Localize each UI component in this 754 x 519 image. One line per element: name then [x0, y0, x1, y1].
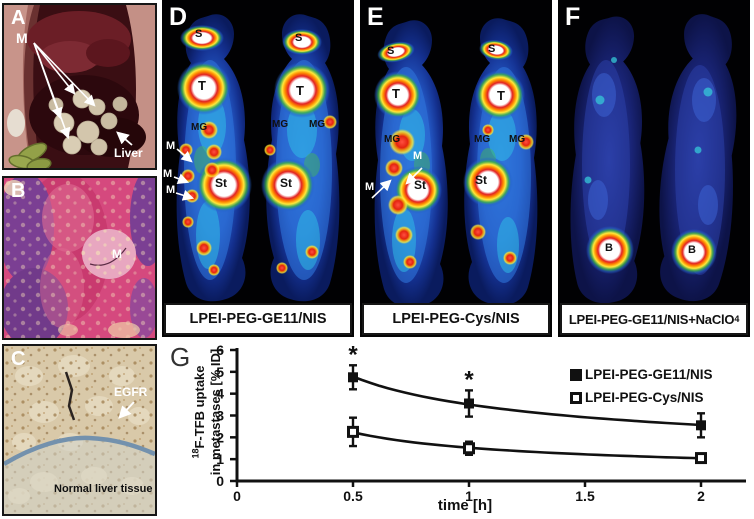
- panel-label-A: A: [11, 7, 26, 29]
- panel-label-C: C: [11, 348, 26, 370]
- metastases-arrows-D: [173, 148, 195, 201]
- svg-text:1: 1: [216, 451, 224, 467]
- panel-C-ihc: C EGFR Normal liver tissue: [2, 344, 157, 516]
- organ-label: MG: [309, 119, 326, 130]
- organ-label: S: [488, 43, 496, 55]
- legend-row-cys: LPEI-PEG-Cys/NIS: [570, 390, 713, 405]
- organ-label: St: [215, 176, 227, 190]
- organ-label: Liver: [114, 146, 143, 160]
- caption-D: LPEI-PEG-GE11/NIS: [164, 303, 352, 335]
- organ-label: MG: [272, 119, 289, 130]
- legend-label-cys: LPEI-PEG-Cys/NIS: [585, 390, 704, 405]
- organ-label: S: [387, 45, 395, 57]
- organ-label: S: [295, 32, 303, 44]
- organ-label: MG: [191, 122, 208, 133]
- organ-label: M: [166, 184, 176, 196]
- necropsy-photo-illustration: [4, 5, 155, 168]
- svg-text:4: 4: [216, 386, 224, 402]
- panel-E-pet-scan: E S S T T MG MG MG M M St St LPEI-PEG-Cys/NIS: [360, 0, 552, 337]
- caption-F: LPEI-PEG-GE11/NIS+NaClO 4: [560, 303, 748, 335]
- organ-label: M: [413, 150, 423, 162]
- chart-plot-area: 0 0.5 1 1.5 2 0 1 2 3 4 5 6 * *: [216, 341, 746, 504]
- organ-label: B: [605, 242, 613, 254]
- organ-label: M: [163, 168, 173, 180]
- panel-label-G: G: [170, 342, 191, 372]
- organ-label: St: [414, 178, 426, 192]
- legend-label-ge11: LPEI-PEG-GE11/NIS: [585, 367, 713, 382]
- pet-scan-illustration-F: [558, 0, 750, 305]
- svg-text:2: 2: [216, 429, 224, 445]
- organ-label: MG: [474, 134, 491, 145]
- organ-label: MG: [384, 134, 401, 145]
- panel-C-annotations: EGFR Normal liver tissue: [4, 346, 155, 514]
- panel-B-histology: B M: [2, 176, 157, 340]
- egfr-ihc-illustration: [4, 346, 155, 514]
- egfr-arrow: [118, 401, 135, 419]
- legend-row-ge11: LPEI-PEG-GE11/NIS: [570, 367, 713, 382]
- pet-scan-illustration-E: [360, 0, 552, 305]
- chart-legend: LPEI-PEG-GE11/NIS LPEI-PEG-Cys/NIS: [570, 367, 713, 405]
- organ-label: Normal liver tissue: [54, 483, 153, 495]
- panel-label-F: F: [565, 3, 581, 31]
- panel-G-chart: G 18F-TFB uptake in metastases [% ID] 0 0.…: [160, 340, 754, 519]
- significance-asterisk: *: [464, 366, 474, 393]
- caption-E-text: LPEI-PEG-Cys/NIS: [392, 311, 520, 327]
- filled-square-marker-icon: [570, 368, 582, 381]
- svg-text:6: 6: [216, 342, 224, 358]
- caption-E: LPEI-PEG-Cys/NIS: [362, 303, 550, 335]
- svg-text:1: 1: [465, 488, 473, 504]
- organ-label: T: [392, 86, 400, 101]
- organ-label: B: [688, 244, 696, 256]
- he-histology-illustration: [4, 178, 155, 338]
- organ-label: M: [365, 181, 375, 193]
- organ-label: M: [16, 30, 28, 46]
- organ-label: S: [195, 28, 203, 40]
- panel-D-annotations: S S T T MG MG MG M M M St St: [162, 0, 354, 337]
- significance-asterisk: *: [348, 341, 358, 368]
- caption-F-subscript: 4: [734, 314, 740, 324]
- panel-D-pet-scan: D S S T T MG MG MG M M M St St LPEI-PEG-GE11/NIS: [162, 0, 354, 337]
- panel-label-E: E: [367, 3, 384, 31]
- open-square-marker-icon: [570, 391, 582, 404]
- panel-B-annotations: M: [4, 178, 155, 338]
- organ-label: EGFR: [114, 385, 148, 399]
- pet-scan-illustration-D: [162, 0, 354, 305]
- organ-label: St: [475, 173, 487, 187]
- caption-F-text: LPEI-PEG-GE11/NIS+NaClO: [568, 311, 735, 327]
- organ-label: St: [280, 176, 292, 190]
- panel-E-annotations: S S T T MG MG MG M M St St: [360, 0, 552, 337]
- svg-text:0.5: 0.5: [343, 488, 363, 504]
- svg-text:0: 0: [233, 488, 241, 504]
- svg-text:0: 0: [216, 473, 224, 489]
- liver-arrow: [116, 131, 133, 146]
- organ-label: T: [497, 88, 505, 103]
- tissue-boundary-line: [4, 435, 155, 466]
- svg-text:3: 3: [216, 408, 224, 424]
- caption-D-text: LPEI-PEG-GE11/NIS: [189, 311, 327, 327]
- organ-label: T: [198, 78, 206, 93]
- svg-text:2: 2: [697, 488, 705, 504]
- panel-A-photo: A M Liver: [2, 3, 157, 170]
- organ-label: T: [296, 83, 304, 98]
- panel-A-annotations: M Liver: [4, 5, 155, 168]
- metastases-arrows-E: [371, 167, 423, 199]
- organ-label: M: [166, 140, 176, 152]
- organ-label: M: [112, 247, 122, 261]
- svg-text:5: 5: [216, 364, 224, 380]
- organ-label: MG: [509, 134, 526, 145]
- panel-label-D: D: [169, 3, 188, 31]
- svg-text:1.5: 1.5: [575, 488, 595, 504]
- metastases-arrows: [33, 42, 96, 140]
- x-axis-label: time [h]: [437, 497, 493, 514]
- panel-label-B: B: [11, 180, 26, 202]
